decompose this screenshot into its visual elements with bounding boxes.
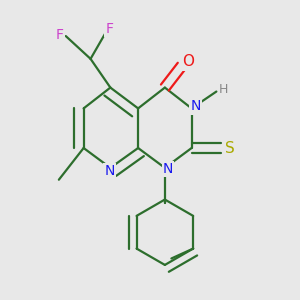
Text: N: N	[163, 162, 173, 176]
Text: N: N	[190, 99, 201, 113]
Text: O: O	[182, 54, 194, 69]
Text: N: N	[104, 164, 115, 178]
Text: F: F	[105, 22, 113, 36]
Text: H: H	[219, 83, 228, 96]
Text: S: S	[225, 140, 235, 155]
Text: F: F	[56, 28, 64, 42]
